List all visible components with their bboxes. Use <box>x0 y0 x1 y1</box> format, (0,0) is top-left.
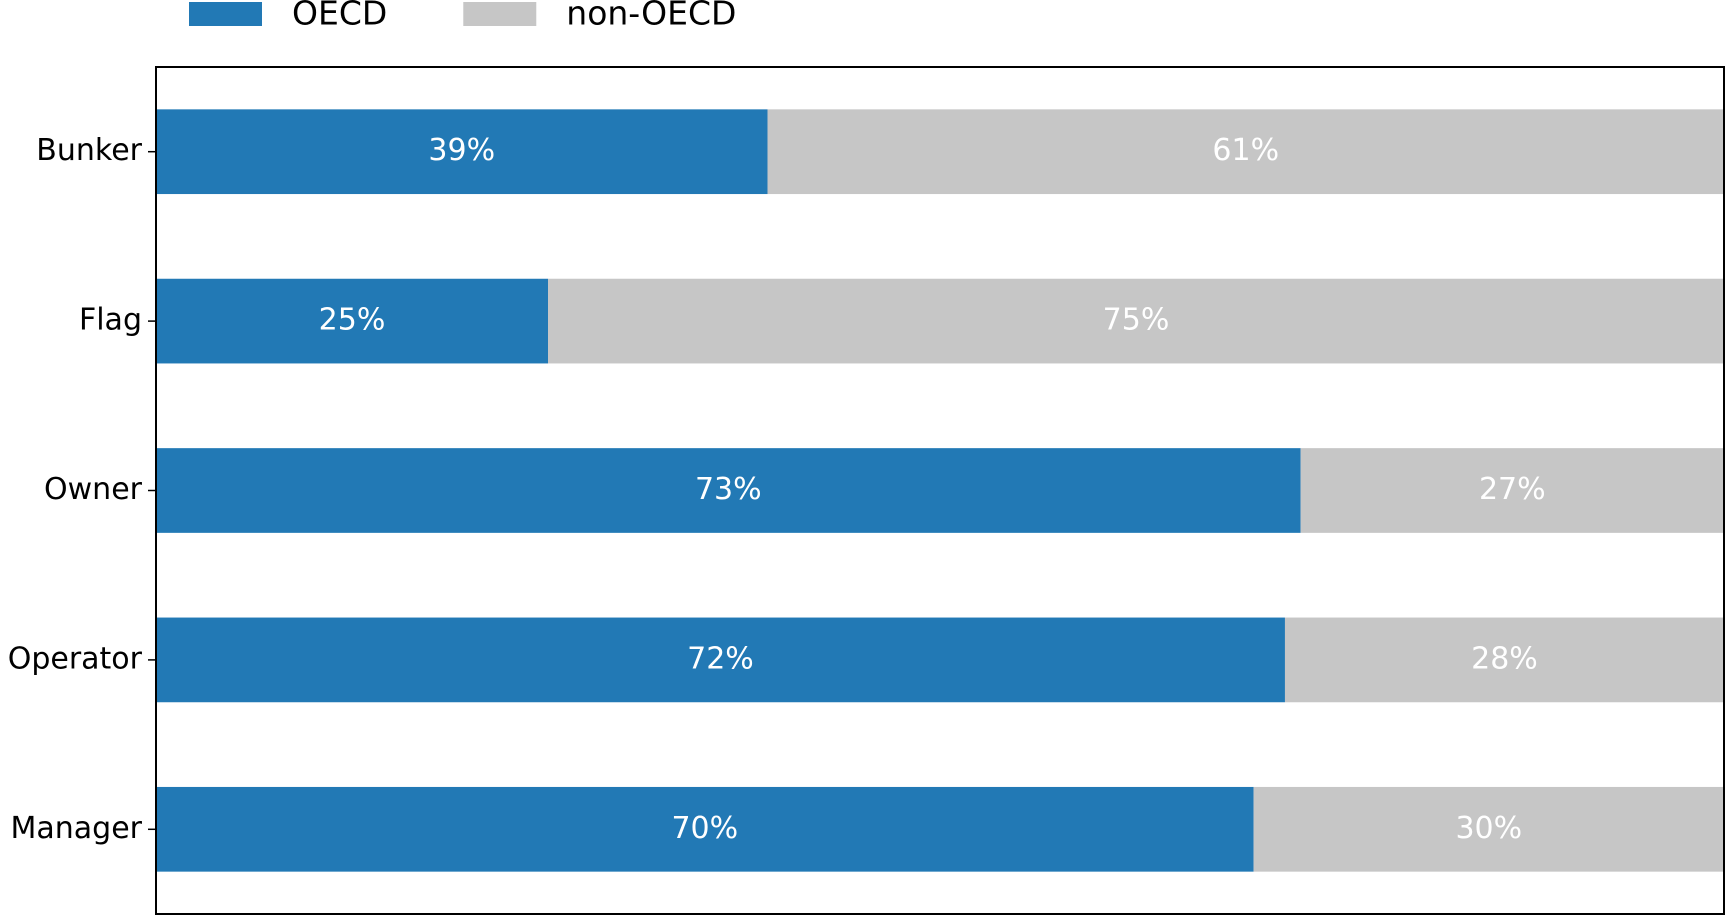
legend-swatch <box>463 2 537 26</box>
data-label: 61% <box>1212 133 1279 168</box>
y-tick-label: Manager <box>11 811 143 846</box>
data-label: 27% <box>1479 472 1546 507</box>
data-label: 70% <box>671 811 738 846</box>
legend-label: non-OECD <box>566 0 736 33</box>
y-tick-label: Owner <box>44 472 143 507</box>
y-tick-label: Flag <box>79 303 142 338</box>
legend-label: OECD <box>292 0 387 33</box>
data-label: 75% <box>1103 303 1170 338</box>
bar-segment <box>156 109 768 195</box>
bar-segment <box>1253 786 1724 872</box>
y-tick-label: Bunker <box>36 133 142 168</box>
bar-segment <box>767 109 1724 195</box>
bar-segment <box>156 786 1254 872</box>
data-label: 28% <box>1471 641 1538 676</box>
y-tick-label: Operator <box>8 641 143 676</box>
data-label: 30% <box>1455 811 1522 846</box>
bar-segment <box>548 278 1724 364</box>
data-label: 72% <box>687 641 754 676</box>
legend-swatch <box>189 2 262 26</box>
data-label: 25% <box>319 303 386 338</box>
bar-segment <box>1284 617 1724 703</box>
data-label: 39% <box>428 133 495 168</box>
bar-segment <box>156 617 1285 703</box>
bar-segment <box>1300 448 1724 533</box>
data-label: 73% <box>695 472 762 507</box>
bar-segment <box>156 448 1301 533</box>
plot-frame <box>155 66 1725 915</box>
bar-segment <box>156 278 548 364</box>
